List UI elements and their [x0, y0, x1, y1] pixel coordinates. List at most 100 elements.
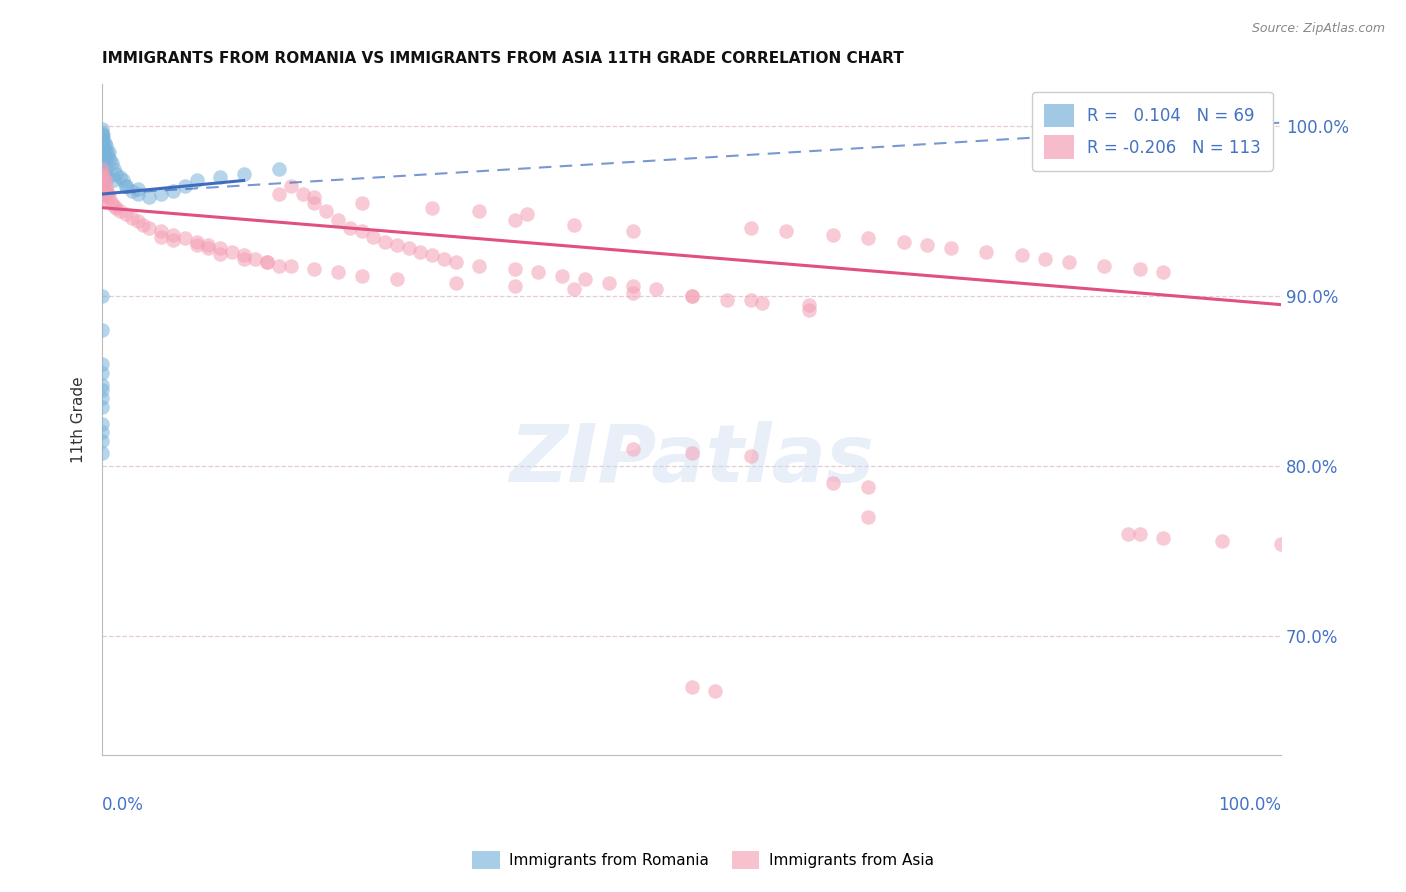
Point [91, 160, 114, 174]
Point [93, 178, 115, 193]
Point [1011, 248, 1033, 262]
Point [799, 298, 821, 312]
Point [858, 480, 880, 494]
Point [1128, 527, 1150, 541]
Point [197, 242, 219, 256]
Point [97, 150, 120, 164]
Point [444, 276, 467, 290]
Point [267, 187, 290, 202]
Point [503, 212, 526, 227]
Point [108, 169, 131, 184]
Point [103, 199, 125, 213]
Point [598, 276, 620, 290]
Point [433, 252, 456, 266]
Point [350, 225, 373, 239]
Point [681, 289, 703, 303]
Point [339, 221, 361, 235]
Point [858, 510, 880, 524]
Point [97, 187, 120, 202]
Point [209, 246, 232, 260]
Legend: Immigrants from Romania, Immigrants from Asia: Immigrants from Romania, Immigrants from… [467, 845, 939, 875]
Point [150, 229, 173, 244]
Point [503, 261, 526, 276]
Point [621, 225, 644, 239]
Point [91, 173, 114, 187]
Point [91, 126, 114, 140]
Point [91, 187, 114, 202]
Point [93, 182, 115, 196]
Point [91, 366, 114, 380]
Point [93, 139, 115, 153]
Point [91, 383, 114, 397]
Point [91, 180, 114, 194]
Point [209, 169, 232, 184]
Point [138, 190, 160, 204]
Point [1152, 265, 1174, 279]
Point [1033, 252, 1056, 266]
Point [91, 167, 114, 181]
Point [150, 187, 173, 202]
Point [127, 182, 149, 196]
Point [96, 145, 118, 159]
Point [516, 207, 538, 221]
Point [121, 211, 143, 225]
Point [91, 445, 114, 459]
Point [91, 187, 114, 202]
Point [503, 279, 526, 293]
Point [574, 272, 596, 286]
Point [93, 169, 115, 184]
Point [91, 425, 114, 440]
Point [91, 122, 114, 136]
Point [917, 238, 939, 252]
Point [91, 173, 114, 187]
Point [740, 449, 762, 463]
Point [127, 214, 149, 228]
Point [91, 391, 114, 405]
Point [821, 476, 844, 491]
Point [91, 177, 114, 191]
Point [420, 201, 443, 215]
Point [100, 195, 122, 210]
Point [91, 289, 114, 303]
Point [105, 201, 128, 215]
Point [315, 204, 337, 219]
Point [94, 139, 117, 153]
Point [326, 212, 349, 227]
Point [114, 178, 136, 193]
Point [232, 248, 254, 262]
Point [91, 131, 114, 145]
Point [221, 244, 243, 259]
Point [91, 184, 114, 198]
Point [114, 178, 136, 193]
Point [93, 161, 115, 176]
Point [939, 242, 962, 256]
Point [186, 235, 208, 249]
Point [93, 128, 115, 142]
Point [91, 139, 114, 153]
Point [363, 229, 385, 244]
Point [197, 238, 219, 252]
Point [93, 153, 115, 167]
Point [280, 178, 302, 193]
Legend: R =   0.104   N = 69, R = -0.206   N = 113: R = 0.104 N = 69, R = -0.206 N = 113 [1032, 92, 1272, 170]
Point [91, 128, 114, 142]
Point [245, 252, 267, 266]
Point [162, 184, 184, 198]
Point [173, 178, 195, 193]
Point [127, 187, 149, 202]
Point [468, 204, 491, 219]
Point [304, 261, 326, 276]
Point [751, 296, 773, 310]
Point [1057, 255, 1080, 269]
Point [108, 204, 131, 219]
Point [621, 279, 644, 293]
Point [91, 153, 114, 167]
Point [112, 173, 135, 187]
Point [420, 248, 443, 262]
Point [93, 139, 115, 153]
Point [132, 218, 155, 232]
Point [91, 377, 114, 392]
Point [91, 167, 114, 181]
Point [93, 133, 115, 147]
Point [93, 169, 115, 184]
